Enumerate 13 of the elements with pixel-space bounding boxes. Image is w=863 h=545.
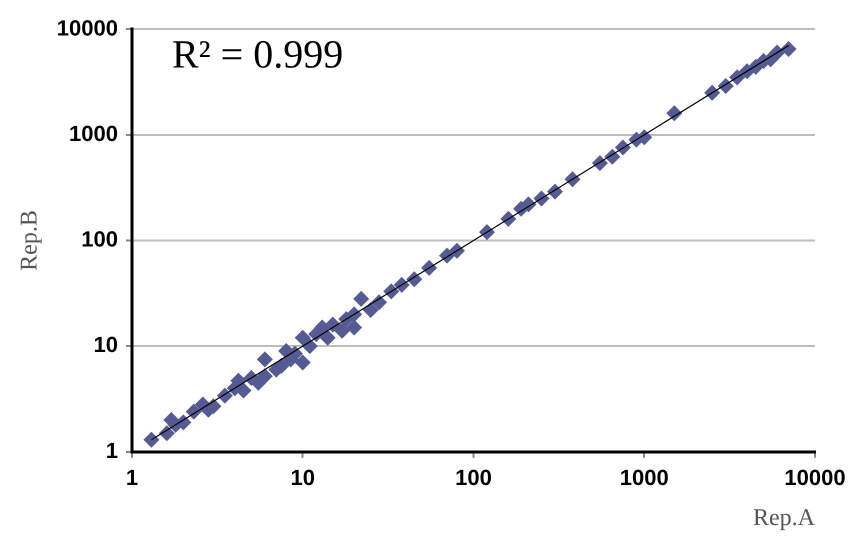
y-tick-label: 100 xyxy=(81,226,118,252)
x-tick-label: 100 xyxy=(455,465,492,490)
y-tick-label: 10000 xyxy=(56,15,118,40)
annotation: R² = 0.999 xyxy=(172,32,344,77)
y-tick-label: 1000 xyxy=(69,120,118,146)
x-tick-label: 1 xyxy=(126,465,138,490)
y-tick-label: 10 xyxy=(93,332,118,358)
y-tick-label: 1 xyxy=(106,438,118,463)
x-tick-label: 10 xyxy=(290,465,315,490)
y-axis-title: Rep.B xyxy=(16,210,43,271)
x-axis-title: Rep.A xyxy=(753,504,816,531)
x-tick-label: 1000 xyxy=(620,465,669,490)
x-tick-label: 10000 xyxy=(784,465,846,490)
